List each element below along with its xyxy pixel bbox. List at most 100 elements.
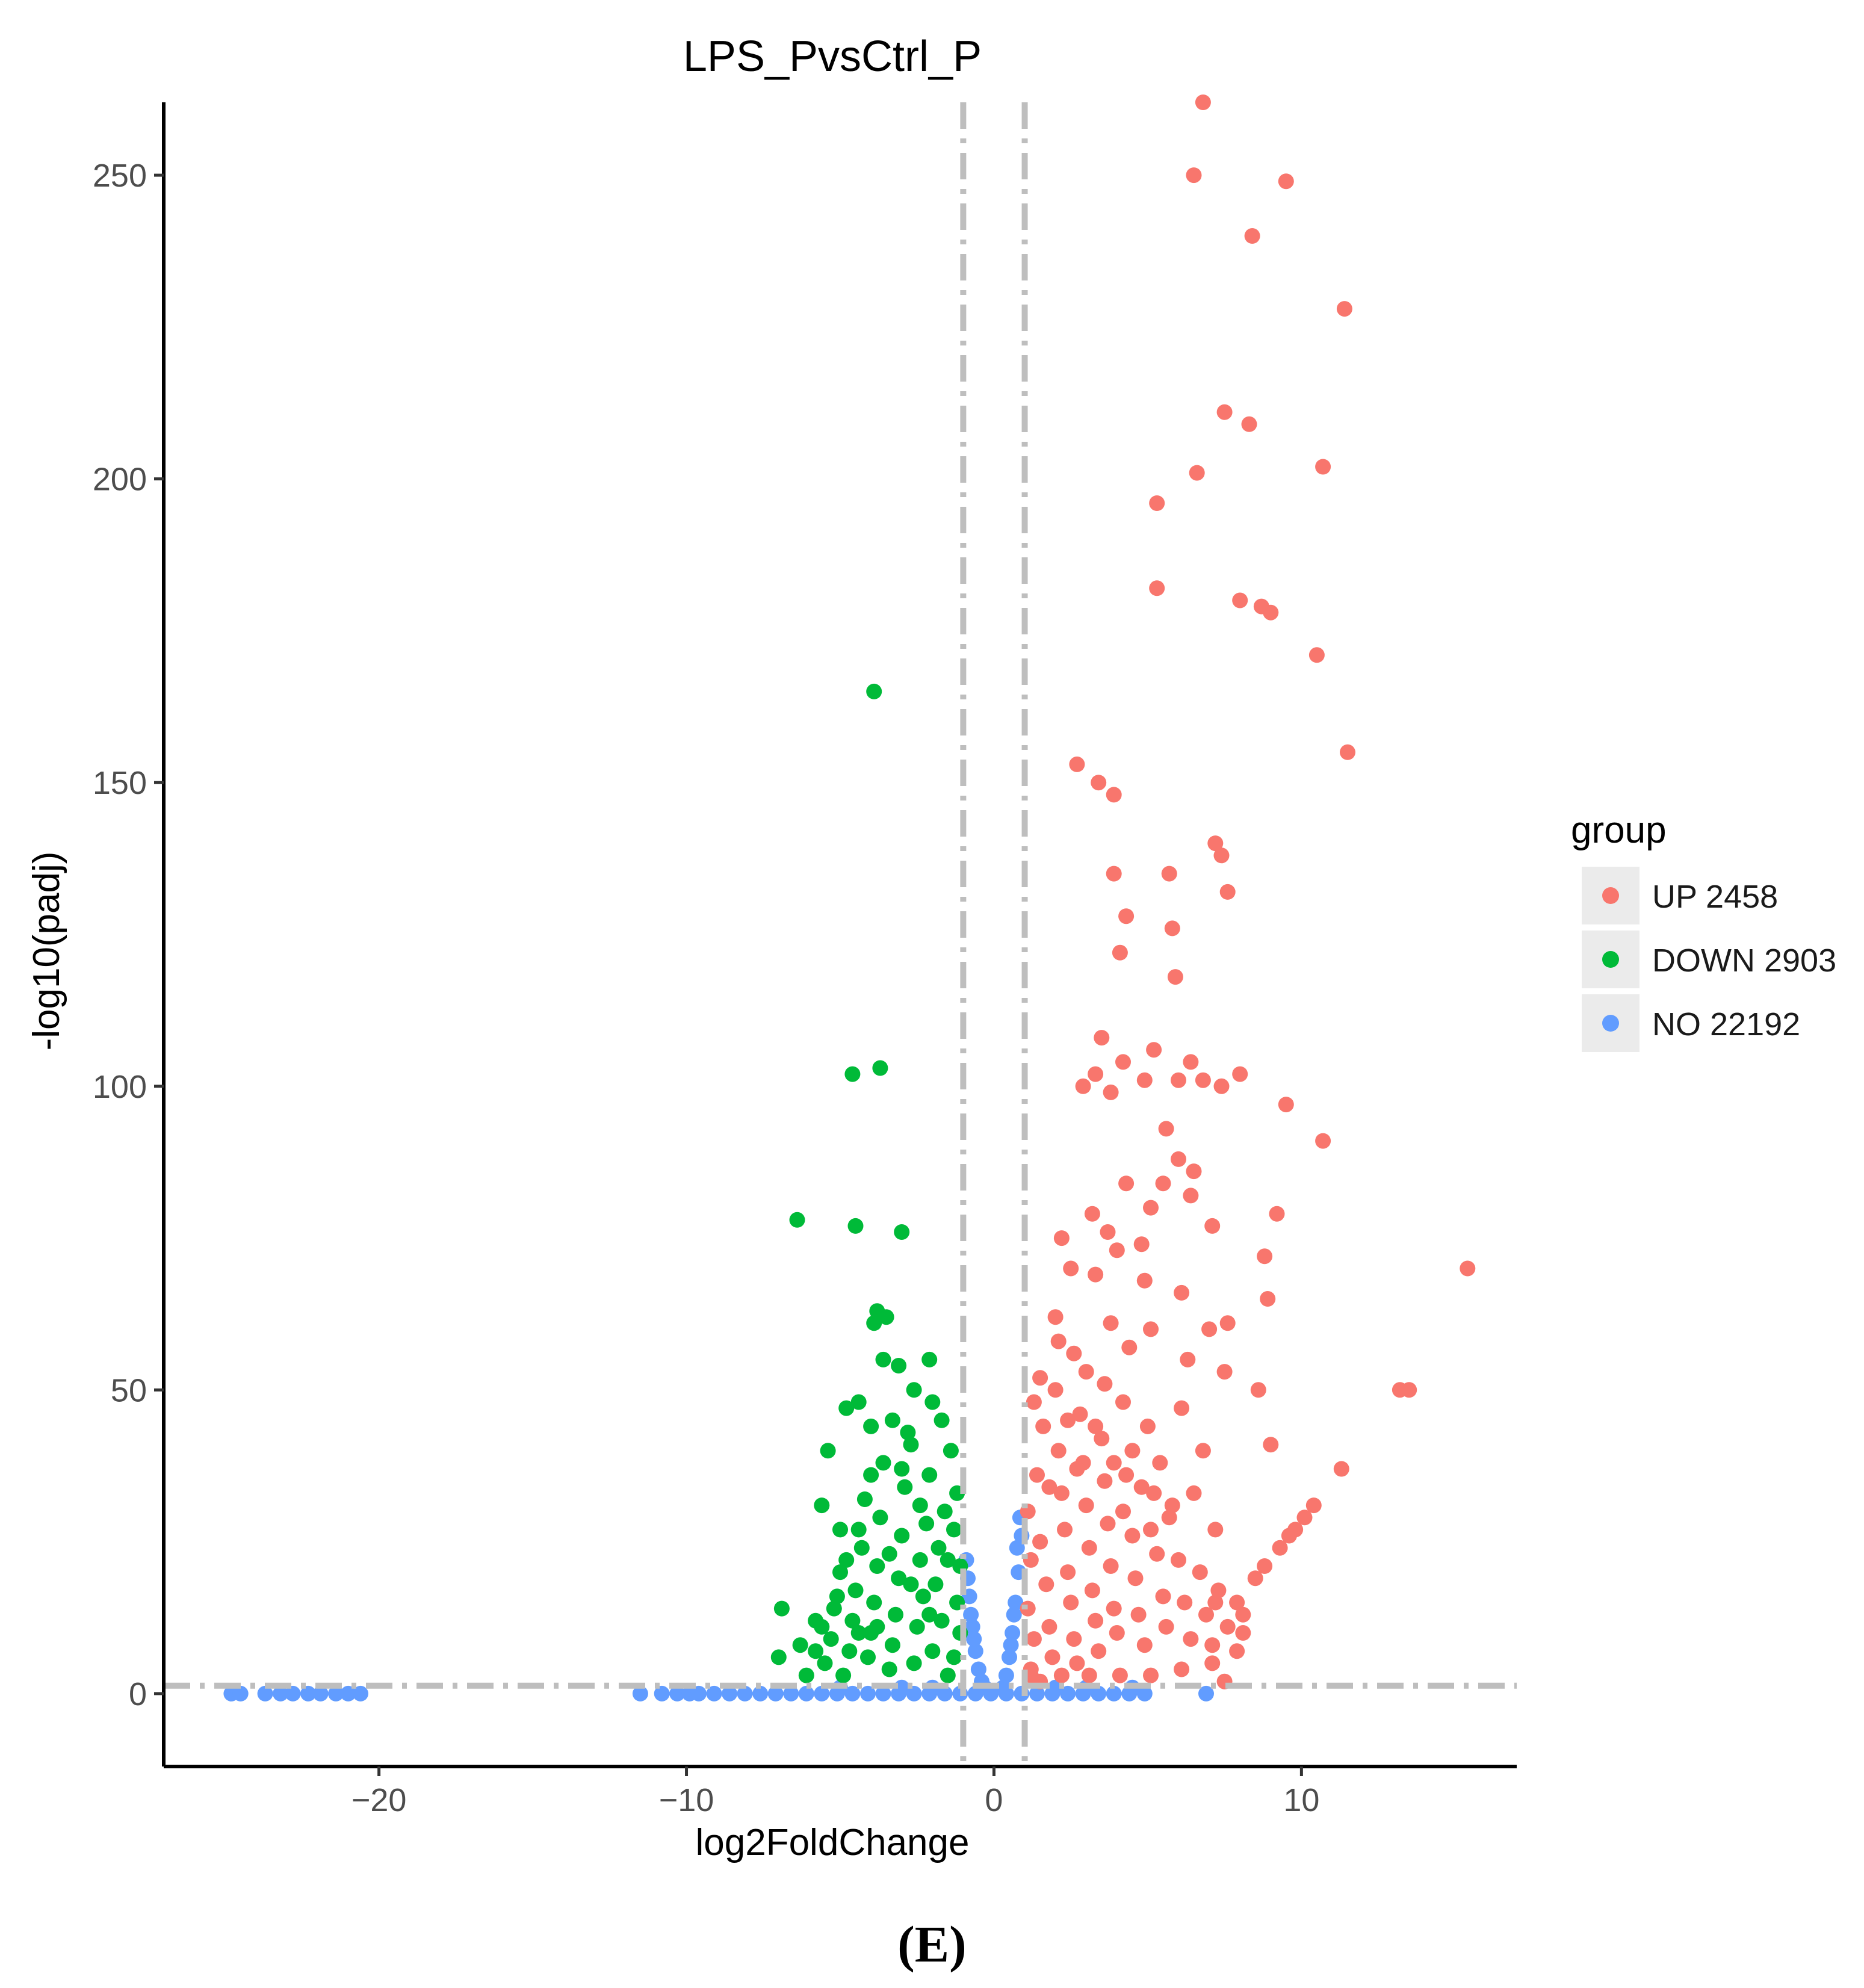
data-point: [1139, 1418, 1156, 1434]
data-point: [884, 1637, 900, 1653]
data-point: [1207, 835, 1224, 852]
data-point: [900, 1425, 916, 1440]
data-point: [1069, 756, 1085, 772]
y-tick-label: 200: [93, 462, 147, 498]
data-point: [1278, 173, 1294, 190]
data-point: [1057, 1522, 1073, 1538]
data-point: [340, 1685, 356, 1702]
legend-label: UP 2458: [1652, 879, 1778, 915]
data-point: [798, 1667, 814, 1683]
data-point: [706, 1685, 722, 1702]
data-point: [1063, 1594, 1079, 1611]
data-point: [752, 1685, 769, 1702]
y-tick-label: 100: [93, 1069, 147, 1105]
data-point: [1216, 404, 1233, 420]
data-point: [312, 1685, 329, 1702]
data-point: [894, 1461, 910, 1477]
data-point: [1091, 775, 1107, 791]
data-point: [1143, 1522, 1159, 1538]
legend-entries: UP 2458 DOWN 2903 NO 22192: [1582, 867, 1836, 1052]
data-point: [906, 1655, 922, 1671]
data-point: [1081, 1540, 1097, 1556]
data-point: [1257, 1558, 1273, 1574]
data-point: [1146, 1485, 1162, 1501]
data-point: [934, 1612, 950, 1629]
data-point: [1263, 1437, 1279, 1453]
data-point: [881, 1661, 897, 1677]
data-point: [894, 1224, 910, 1240]
data-point: [1133, 1236, 1150, 1253]
data-point: [1136, 1272, 1153, 1289]
data-point: [915, 1588, 931, 1605]
data-point: [792, 1637, 808, 1653]
data-point: [353, 1685, 368, 1702]
data-point: [814, 1618, 830, 1635]
data-point: [856, 1491, 873, 1507]
data-point: [773, 1600, 790, 1617]
data-point: [1115, 1503, 1131, 1520]
data-point: [1088, 1418, 1104, 1434]
data-point: [964, 1618, 980, 1635]
data-point: [921, 1351, 938, 1367]
data-point: [1257, 1248, 1273, 1265]
y-tick-label: 0: [129, 1676, 147, 1712]
data-point: [1091, 1643, 1107, 1659]
data-point: [863, 1467, 879, 1483]
data-point: [963, 1606, 979, 1623]
data-point: [1127, 1570, 1144, 1587]
data-point: [1118, 1175, 1135, 1192]
data-point: [1038, 1576, 1054, 1593]
data-point: [946, 1649, 962, 1665]
data-point: [1213, 1078, 1230, 1094]
data-point: [1460, 1260, 1476, 1277]
data-point: [1060, 1685, 1076, 1702]
data-point: [1041, 1479, 1057, 1495]
data-point: [1044, 1649, 1060, 1665]
data-point: [1232, 592, 1248, 608]
data-point: [940, 1667, 956, 1683]
data-point: [1053, 1667, 1070, 1683]
data-point: [940, 1552, 956, 1568]
data-point: [912, 1552, 928, 1568]
data-point: [918, 1516, 935, 1532]
data-point: [1078, 1497, 1094, 1514]
data-point: [1097, 1376, 1113, 1392]
data-point: [841, 1643, 858, 1659]
data-point: [814, 1497, 830, 1514]
data-point: [1167, 969, 1183, 985]
data-point: [1050, 1443, 1067, 1459]
legend-title: group: [1571, 810, 1667, 851]
data-point: [722, 1685, 738, 1702]
data-point: [844, 1066, 861, 1082]
data-point: [1136, 1072, 1153, 1088]
threshold-lines: [164, 102, 1517, 1767]
data-point: [1171, 1072, 1186, 1088]
data-point: [1204, 1637, 1221, 1653]
data-point: [891, 1358, 907, 1373]
data-point: [1109, 1625, 1125, 1641]
data-point: [897, 1479, 913, 1495]
data-point: [995, 1679, 1011, 1695]
data-point: [1143, 1321, 1159, 1337]
data-point: [1047, 1382, 1064, 1398]
legend-label: NO 22192: [1652, 1006, 1800, 1042]
data-point: [1340, 744, 1355, 760]
data-point: [1106, 1685, 1122, 1702]
data-point: [1106, 787, 1122, 803]
data-point: [1009, 1540, 1025, 1556]
data-point: [1133, 1479, 1150, 1495]
data-point: [937, 1685, 953, 1702]
legend-key-dot: [1602, 887, 1619, 904]
data-point: [1100, 1516, 1116, 1532]
data-point: [1118, 1467, 1135, 1483]
data-point: [946, 1522, 962, 1538]
data-point: [891, 1570, 907, 1587]
data-point: [1204, 1655, 1221, 1671]
data-point: [850, 1522, 867, 1538]
data-point: [328, 1685, 344, 1702]
data-point: [1152, 1455, 1168, 1471]
data-point: [1207, 1522, 1224, 1538]
data-point: [1260, 1291, 1276, 1307]
data-point: [1210, 1582, 1227, 1599]
data-point: [285, 1685, 301, 1702]
